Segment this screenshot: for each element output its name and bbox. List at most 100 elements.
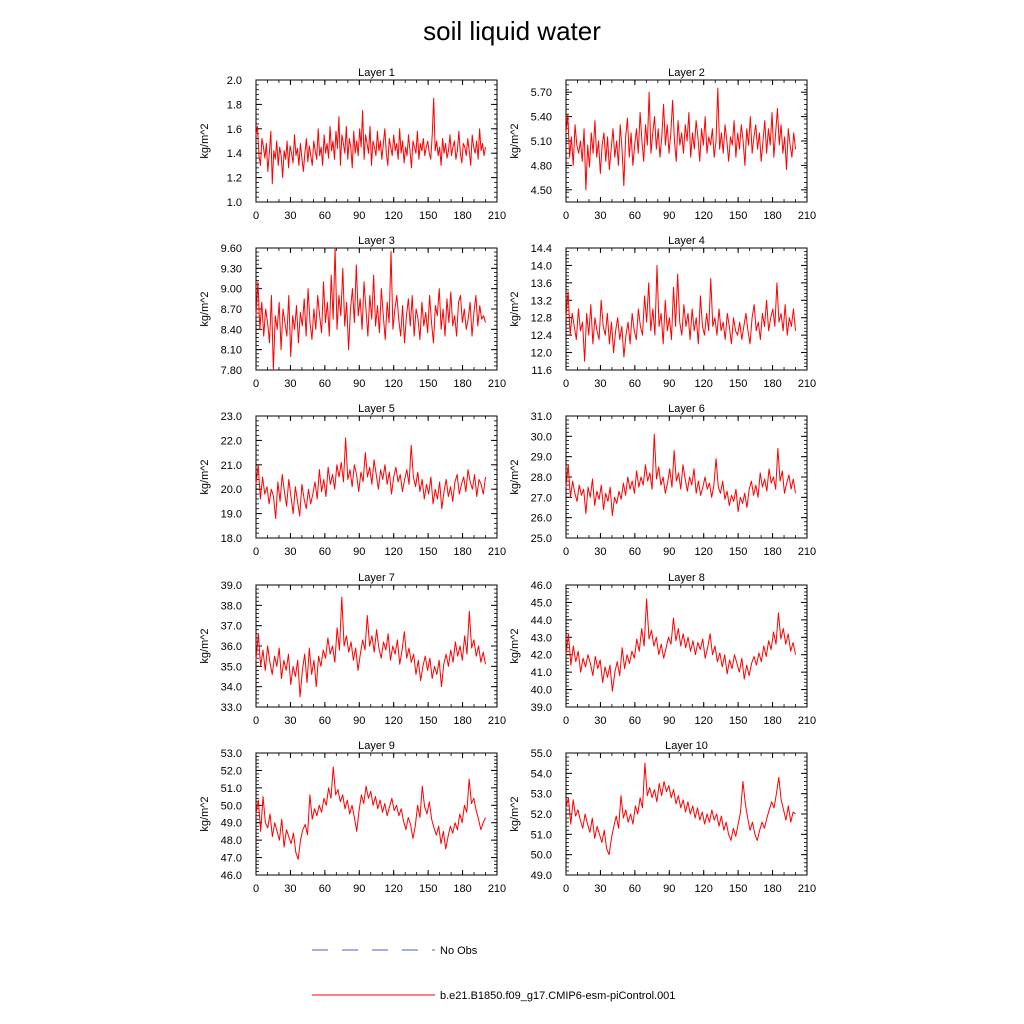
y-tick-label: 22.0 <box>221 435 242 447</box>
y-axis-label: kg/m^2 <box>199 628 211 663</box>
y-tick-label: 9.30 <box>221 263 242 275</box>
plot-frame <box>565 247 808 371</box>
x-tick-label: 60 <box>319 546 331 558</box>
y-tick-label: 19.0 <box>221 509 242 521</box>
y-tick-label: 12.8 <box>531 313 552 325</box>
y-tick-label: 1.2 <box>227 173 242 185</box>
panel-1: Layer 1 0 30 60 90 120 150 180 210 1.0 1.2 1.4 1.6 1.… <box>199 67 506 222</box>
panel-title: Layer 5 <box>358 403 395 415</box>
y-tick-label: 9.60 <box>221 243 242 255</box>
x-tick-label: 60 <box>629 715 641 727</box>
x-tick-label: 30 <box>284 546 296 558</box>
main-title: soil liquid water <box>423 16 601 46</box>
panel-title: Layer 1 <box>358 67 395 79</box>
plot-frame <box>255 247 498 371</box>
x-tick-label: 120 <box>695 883 713 895</box>
plot-frame <box>255 79 498 203</box>
x-tick-label: 150 <box>729 883 747 895</box>
plot-frame <box>565 752 808 876</box>
x-tick-label: 150 <box>419 378 437 390</box>
panel-9: Layer 9 0 30 60 90 120 150 180 210 46.0 47.0 48.0 49… <box>199 740 506 895</box>
x-tick-label: 60 <box>319 883 331 895</box>
x-tick-label: 90 <box>353 546 365 558</box>
y-axis-label: kg/m^2 <box>509 459 521 494</box>
series-line <box>255 596 487 698</box>
x-tick-label: 0 <box>563 715 569 727</box>
panel-grid: Layer 10 30 60 90 120 150 180 2101.01.21.41.61.… <box>199 67 816 895</box>
y-axis-label: kg/m^2 <box>199 123 211 158</box>
series-line <box>565 264 797 362</box>
x-tick-label: 0 <box>253 210 259 222</box>
x-tick-label: 180 <box>453 210 471 222</box>
x-tick-label: 90 <box>663 715 675 727</box>
y-tick-label: 8.70 <box>221 304 242 316</box>
x-tick-label: 90 <box>353 883 365 895</box>
x-tick-label: 0 <box>253 883 259 895</box>
y-tick-label: 39.0 <box>221 580 242 592</box>
y-tick-label: 41.0 <box>531 667 552 679</box>
panel-title: Layer 3 <box>358 235 395 247</box>
x-tick-label: 150 <box>419 210 437 222</box>
x-tick-label: 150 <box>419 546 437 558</box>
y-tick-label: 53.0 <box>221 748 242 760</box>
y-tick-label: 31.0 <box>531 411 552 423</box>
x-tick-label: 150 <box>729 715 747 727</box>
x-tick-label: 150 <box>729 378 747 390</box>
x-tick-label: 60 <box>629 883 641 895</box>
x-tick-label: 60 <box>629 378 641 390</box>
plot-frame <box>565 415 808 539</box>
x-tick-label: 120 <box>695 378 713 390</box>
panel-title: Layer 9 <box>358 740 395 752</box>
x-tick-label: 210 <box>798 883 816 895</box>
x-tick-label: 180 <box>763 883 781 895</box>
x-tick-label: 90 <box>353 715 365 727</box>
x-tick-label: 180 <box>763 715 781 727</box>
y-tick-label: 37.0 <box>221 621 242 633</box>
x-tick-label: 30 <box>284 715 296 727</box>
y-tick-label: 27.0 <box>531 492 552 504</box>
y-tick-label: 28.0 <box>531 472 552 484</box>
x-tick-label: 60 <box>319 210 331 222</box>
x-tick-label: 90 <box>663 883 675 895</box>
y-axis-label: kg/m^2 <box>509 291 521 326</box>
panel-7: Layer 7 0 30 60 90 120 150 180 210 33.0 34.0 35.0 36… <box>199 572 506 727</box>
y-tick-label: 14.0 <box>531 260 552 272</box>
x-tick-label: 0 <box>253 715 259 727</box>
x-tick-label: 180 <box>453 883 471 895</box>
x-tick-label: 180 <box>763 546 781 558</box>
y-tick-label: 9.00 <box>221 284 242 296</box>
y-tick-label: 40.0 <box>531 685 552 697</box>
y-axis-label: kg/m^2 <box>509 796 521 831</box>
x-tick-label: 0 <box>563 378 569 390</box>
y-tick-label: 8.40 <box>221 324 242 336</box>
x-tick-label: 210 <box>798 210 816 222</box>
y-tick-label: 35.0 <box>221 661 242 673</box>
y-tick-label: 5.10 <box>531 136 552 148</box>
y-tick-label: 13.2 <box>531 295 552 307</box>
x-tick-label: 0 <box>253 378 259 390</box>
y-tick-label: 26.0 <box>531 513 552 525</box>
x-tick-label: 90 <box>663 210 675 222</box>
x-tick-label: 30 <box>594 883 606 895</box>
legend: No Obs b.e21.B1850.f09_g17.CMIP6-esm-piC… <box>312 945 675 1002</box>
x-tick-label: 210 <box>798 378 816 390</box>
series-line <box>255 247 487 371</box>
y-tick-label: 11.6 <box>531 365 552 377</box>
x-tick-label: 0 <box>563 546 569 558</box>
x-tick-label: 210 <box>488 715 506 727</box>
y-tick-label: 42.0 <box>531 650 552 662</box>
x-tick-label: 0 <box>563 210 569 222</box>
y-tick-label: 12.0 <box>531 348 552 360</box>
y-tick-label: 52.0 <box>221 765 242 777</box>
y-tick-label: 54.0 <box>531 768 552 780</box>
y-tick-label: 36.0 <box>221 641 242 653</box>
series-line <box>255 437 487 519</box>
y-tick-label: 5.70 <box>531 87 552 99</box>
x-tick-label: 120 <box>385 883 403 895</box>
panel-6: Layer 6 0 30 60 90 120 150 180 210 25.0 26.0 27.0 28… <box>509 403 816 558</box>
y-tick-label: 23.0 <box>221 411 242 423</box>
panel-title: Layer 7 <box>358 572 395 584</box>
panel-title: Layer 4 <box>668 235 705 247</box>
panel-title: Layer 8 <box>668 572 705 584</box>
x-tick-label: 120 <box>695 715 713 727</box>
